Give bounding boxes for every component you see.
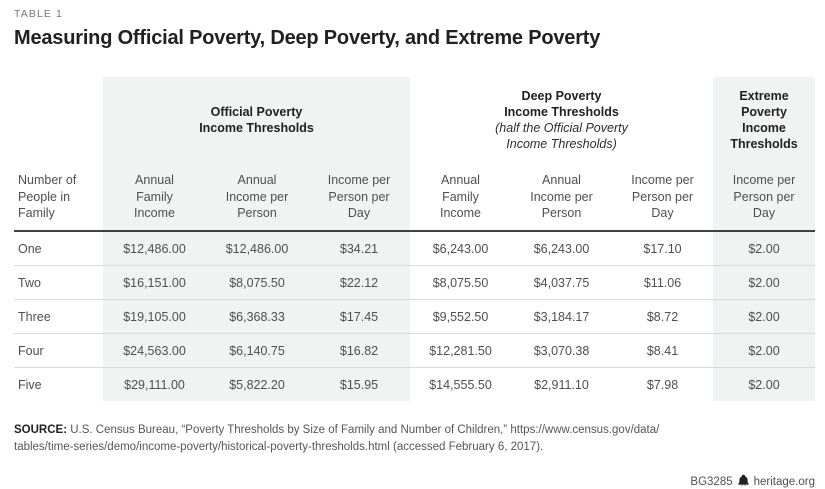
data-cell: $6,368.33: [206, 299, 308, 334]
col-header-deep-income-per-person-per-day: Income per Person per Day: [612, 163, 713, 232]
data-cell: $2,911.10: [511, 367, 612, 401]
data-cell: $17.45: [308, 299, 410, 334]
data-cell: $6,140.75: [206, 333, 308, 368]
data-cell: $16,151.00: [103, 265, 206, 300]
source-label: SOURCE:: [14, 424, 68, 436]
table-title: Measuring Official Poverty, Deep Poverty…: [14, 27, 601, 49]
data-cell: $2.00: [713, 367, 815, 401]
table-row: Four $24,563.00 $6,140.75 $16.82 $12,281…: [14, 333, 815, 368]
data-cell: $12,486.00: [123, 241, 186, 256]
data-cell: $16.82: [308, 333, 410, 368]
row-label: Two: [14, 265, 103, 300]
group-title-extreme: Extreme Poverty Income Thresholds: [730, 88, 798, 152]
table-label: TABLE 1: [14, 8, 63, 20]
table-row: Five $29,111.00 $5,822.20 $15.95 $14,555…: [14, 367, 815, 401]
data-cell: $5,822.20: [206, 367, 308, 401]
data-cell: $8.41: [612, 333, 713, 368]
data-cell: $19,105.00: [103, 299, 206, 334]
data-cell: $2.00: [713, 265, 815, 300]
data-cell: $14,555.50: [410, 367, 511, 401]
data-cell: $3,184.17: [511, 299, 612, 334]
data-cell: $4,037.75: [511, 265, 612, 300]
data-cell: $3,070.38: [511, 333, 612, 368]
data-cell: $2.00: [713, 333, 815, 368]
group-header-official-poverty: Official Poverty Income Thresholds: [103, 77, 410, 163]
heritage-bell-icon: [737, 474, 750, 489]
poverty-thresholds-table: Official Poverty Income Thresholds Deep …: [14, 77, 815, 401]
col-header-official-annual-income-per-person: Annual Income per Person: [206, 163, 308, 232]
row-label: Four: [14, 333, 103, 368]
data-cell: $34.21: [339, 241, 379, 256]
table-row: One $12,486.00 $12,486.00 $34.21 $6,243.…: [14, 231, 815, 266]
group-header-extreme-poverty: Extreme Poverty Income Thresholds: [713, 77, 815, 163]
data-cell: $12,281.50: [410, 333, 511, 368]
source-text: U.S. Census Bureau, “Poverty Thresholds …: [14, 424, 660, 454]
row-label: Five: [14, 367, 103, 401]
data-cell: $9,552.50: [410, 299, 511, 334]
table-row: Two $16,151.00 $8,075.50 $22.12 $8,075.5…: [14, 265, 815, 300]
col-header-deep-annual-income-per-person: Annual Income per Person: [511, 163, 612, 232]
data-cell: $24,563.00: [103, 333, 206, 368]
data-cell: $2.00: [713, 299, 815, 334]
source-note: SOURCE: U.S. Census Bureau, “Poverty Thr…: [14, 422, 815, 457]
table-row: Three $19,105.00 $6,368.33 $17.45 $9,552…: [14, 299, 815, 334]
document-id: BG3285: [690, 475, 733, 488]
col-header-official-income-per-person-per-day: Income per Person per Day: [308, 163, 410, 232]
row-label: One: [18, 241, 42, 256]
document-footer: BG3285 heritage.org: [14, 474, 815, 489]
col-header-deep-annual-family-income: Annual Family Income: [410, 163, 511, 232]
group-subtitle-deep: (half the Official Poverty Income Thresh…: [495, 121, 628, 152]
col-header-extreme-income-per-person-per-day: Income per Person per Day: [713, 163, 815, 232]
data-cell: $11.06: [612, 265, 713, 300]
column-header-row: Number of People in Family Annual Family…: [14, 163, 815, 232]
data-cell: $2.00: [748, 241, 780, 256]
group-title-official: Official Poverty Income Thresholds: [199, 104, 314, 135]
group-header-spacer: [14, 77, 103, 163]
group-title-deep: Deep Poverty Income Thresholds: [504, 88, 619, 119]
data-cell: $15.95: [308, 367, 410, 401]
data-cell: $8.72: [612, 299, 713, 334]
row-label: Three: [14, 299, 103, 334]
data-cell: $22.12: [308, 265, 410, 300]
data-cell: $12,486.00: [225, 241, 289, 256]
col-header-family-size: Number of People in Family: [14, 163, 103, 232]
data-cell: $8,075.50: [410, 265, 511, 300]
group-header-deep-poverty: Deep Poverty Income Thresholds (half the…: [410, 77, 713, 163]
publisher-site: heritage.org: [753, 475, 815, 488]
data-cell: $6,243.00: [432, 241, 489, 256]
data-cell: $29,111.00: [103, 367, 206, 401]
data-cell: $7.98: [612, 367, 713, 401]
data-cell: $8,075.50: [206, 265, 308, 300]
data-cell: $17.10: [643, 241, 682, 256]
data-cell: $6,243.00: [533, 241, 590, 256]
group-header-row: Official Poverty Income Thresholds Deep …: [14, 77, 815, 163]
col-header-official-annual-family-income: Annual Family Income: [103, 163, 206, 232]
